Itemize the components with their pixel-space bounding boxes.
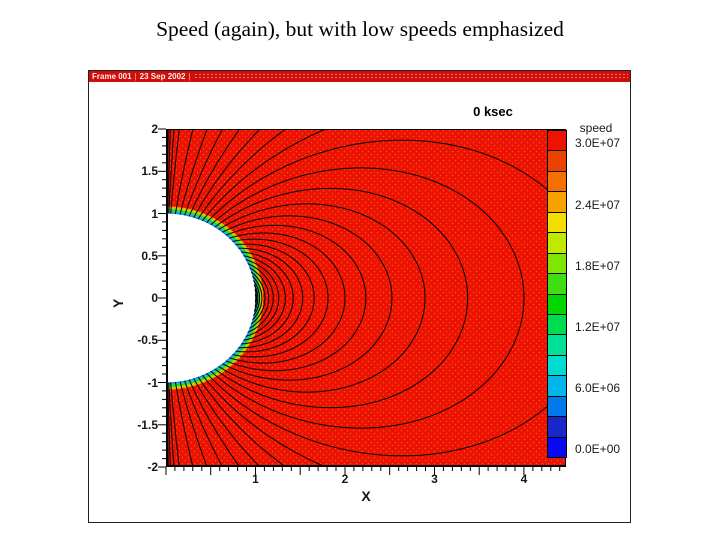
frame-header-separator: | [134,72,137,81]
flooded-contour-field [166,129,566,467]
y-tick-label: -1 [147,375,158,390]
colorbar-cell [548,191,566,212]
y-tick-label: 2 [151,122,158,136]
frame-header-separator: | [188,72,191,81]
colorbar-cell [548,416,566,437]
colorbar-cell [548,293,566,314]
time-annotation: 0 ksec [473,104,513,119]
x-tick-label: 1 [252,472,259,486]
colorbar-cell [548,354,566,376]
frame-date-label: 23 Sep 2002 [139,72,186,81]
colorbar-cell [548,131,566,151]
colorbar-cell [548,170,566,192]
legend-value-label: 1.8E+07 [575,258,621,273]
colorbar-cell [548,313,566,335]
plot-area [158,128,566,475]
central-body [166,213,256,383]
colorbar-cell [548,273,566,294]
x-tick-label: 3 [431,472,438,486]
legend-value-label: 6.0E+06 [575,380,621,395]
colorbar-cell [548,334,566,355]
legend-title: speed [579,121,613,135]
y-tick-label: 1 [151,206,158,221]
page-title: Speed (again), but with low speeds empha… [156,17,564,41]
x-tick-label: 4 [520,472,528,486]
colorbar-cell [548,436,566,457]
y-tick-label: 1.5 [141,164,158,179]
colorbar-cell [548,232,566,253]
colorbar-cell [548,211,566,233]
frame-header-bar: Frame 001 | 23 Sep 2002 | [89,71,630,82]
y-tick-label: -0.5 [137,333,158,348]
colorbar-cell [548,252,566,274]
x-axis-title: X [361,488,371,504]
tecplot-frame: Frame 001 | 23 Sep 2002 | 0 ksec Y X 2 1.… [88,70,631,523]
legend-value-label: 0.0E+00 [575,442,621,456]
legend-value-label: 3.0E+07 [575,136,621,151]
frame-number-label: Frame 001 [92,72,132,81]
y-tick-label: 0.5 [141,248,158,263]
colorbar-cell [548,150,566,171]
legend-value-label: 1.2E+07 [575,319,621,334]
colorbar-cell [548,375,566,396]
y-tick-label: -2 [147,460,158,474]
y-tick-label: 0 [151,291,158,305]
colorbar-cell [548,395,566,417]
x-tick-label: 2 [341,472,349,486]
axis-ticks [158,128,561,475]
legend-value-label: 2.4E+07 [575,197,621,212]
frame-header-dots-texture [193,73,628,80]
y-tick-label: -1.5 [137,417,158,432]
contour-plot-canvas [158,128,566,475]
field-lines [166,129,566,467]
legend-colorbar [547,130,567,458]
